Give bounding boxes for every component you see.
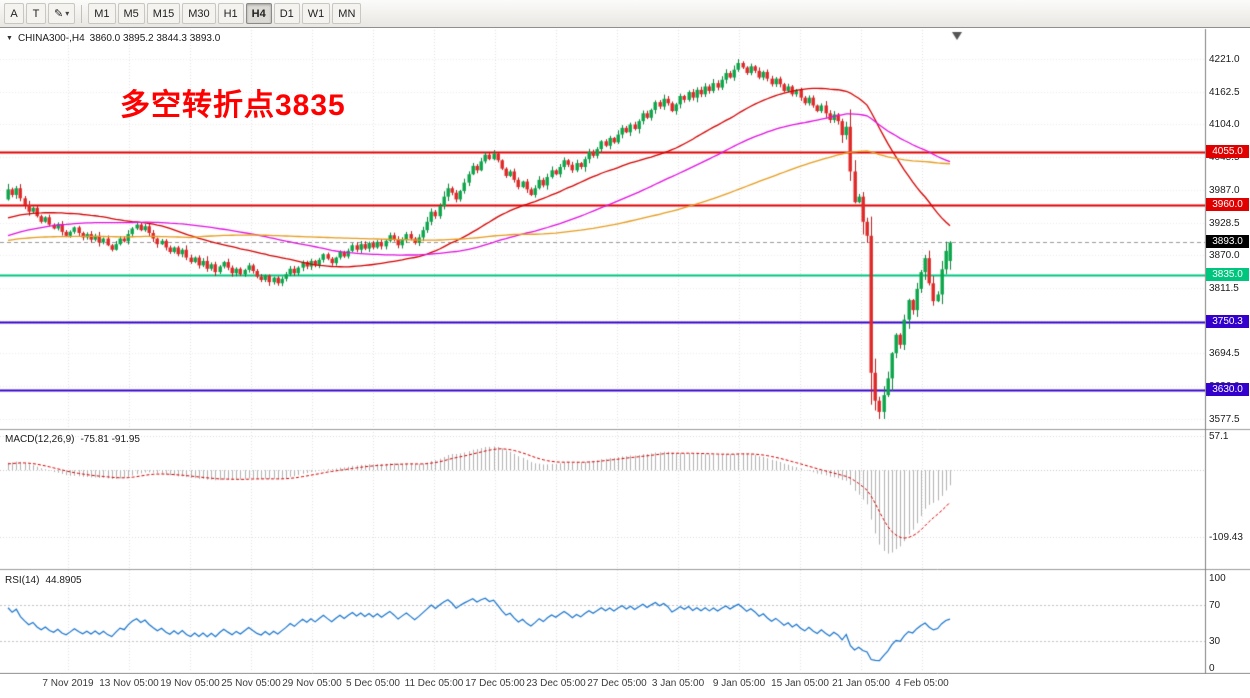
price-axis-tick: 3811.5 <box>1209 283 1239 295</box>
macd-header: MACD(12,26,9) -75.81 -91.95 <box>5 434 140 445</box>
timeframe-h1-button[interactable]: H1 <box>217 3 244 24</box>
time-axis-label: 19 Nov 05:00 <box>160 678 220 689</box>
time-axis-label: 25 Nov 05:00 <box>221 678 281 689</box>
price-axis-tick: 4221.0 <box>1209 54 1240 66</box>
text-tool-button[interactable]: T <box>26 3 46 24</box>
timeframe-m30-button[interactable]: M30 <box>182 3 216 24</box>
symbol-title: CHINA300-,H4 <box>17 33 85 44</box>
time-axis-label: 5 Dec 05:00 <box>346 678 400 689</box>
rsi-label: RSI(14) <box>5 575 40 586</box>
chevron-down-icon: ▾ <box>65 9 70 18</box>
toolbar-separator <box>81 4 83 23</box>
time-axis-label: 3 Jan 05:00 <box>651 678 705 689</box>
timeframe-w1-button[interactable]: W1 <box>301 3 331 24</box>
time-axis-label: 17 Dec 05:00 <box>465 678 525 689</box>
time-axis[interactable] <box>0 674 1250 698</box>
price-level-tag: 3630.0 <box>1206 382 1249 396</box>
time-axis-label: 11 Dec 05:00 <box>404 678 464 689</box>
time-axis-label: 29 Nov 05:00 <box>282 678 342 689</box>
rsi-header: RSI(14) 44.8905 <box>5 575 82 586</box>
time-axis-label: 23 Dec 05:00 <box>526 678 586 689</box>
macd-label: MACD(12,26,9) <box>5 434 75 445</box>
current-price-tag: 3893.0 <box>1206 235 1249 249</box>
price-axis-tick: 4104.0 <box>1209 119 1240 131</box>
price-level-tag: 3750.3 <box>1206 315 1249 329</box>
timeframe-m15-button[interactable]: M15 <box>146 3 181 24</box>
time-axis-label: 15 Jan 05:00 <box>771 678 829 689</box>
ohlc-values: 3860.0 3895.2 3844.3 3893.0 <box>89 33 221 44</box>
toolbar: A T ✎ ▾ M1 M5 M15 M30 H1 H4 D1 W1 MN <box>0 0 1250 28</box>
time-axis-label: 4 Feb 05:00 <box>895 678 949 689</box>
macd-axis-tick: -109.43 <box>1209 532 1243 544</box>
macd-values: -75.81 -91.95 <box>80 434 140 445</box>
time-axis-label: 13 Nov 05:00 <box>99 678 159 689</box>
font-tool-button[interactable]: A <box>4 3 24 24</box>
macd-axis-tick: 57.1 <box>1209 431 1229 442</box>
collapse-triangle-icon[interactable]: ▼ <box>6 35 13 42</box>
price-axis-tick: 3928.5 <box>1209 217 1240 229</box>
time-axis-label: 9 Jan 05:00 <box>712 678 766 689</box>
chart-annotation-text[interactable]: 多空转折点3835 <box>120 89 346 122</box>
price-level-tag: 3835.0 <box>1206 267 1249 281</box>
draw-tool-dropdown[interactable]: ✎ ▾ <box>48 3 76 24</box>
chart-plot-area[interactable] <box>0 30 1205 673</box>
pencil-icon: ✎ <box>54 8 64 20</box>
rsi-axis-tick: 70 <box>1209 600 1221 611</box>
price-level-tag: 3960.0 <box>1206 198 1249 211</box>
timeframe-m1-button[interactable]: M1 <box>88 3 116 24</box>
price-axis-tick: 3577.5 <box>1209 413 1240 425</box>
price-axis-tick: 4162.5 <box>1209 86 1240 98</box>
price-axis-tick: 3870.0 <box>1209 250 1240 262</box>
rsi-axis-tick: 100 <box>1209 573 1226 584</box>
timeframe-m5-button[interactable]: M5 <box>117 3 145 24</box>
price-level-tag: 4055.0 <box>1206 144 1249 158</box>
rsi-axis-tick: 30 <box>1209 636 1221 647</box>
timeframe-d1-button[interactable]: D1 <box>273 3 300 24</box>
rsi-axis-tick: 0 <box>1209 663 1215 674</box>
timeframe-mn-button[interactable]: MN <box>332 3 362 24</box>
symbol-header: ▼ CHINA300-,H4 3860.0 3895.2 3844.3 3893… <box>6 33 220 44</box>
rsi-value: 44.8905 <box>45 575 82 586</box>
time-axis-label: 21 Jan 05:00 <box>832 678 890 689</box>
price-axis-tick: 3694.5 <box>1209 348 1240 360</box>
time-axis-label: 7 Nov 2019 <box>42 678 94 689</box>
timeframe-h4-button[interactable]: H4 <box>245 3 272 24</box>
price-axis-tick: 3987.0 <box>1209 184 1240 196</box>
time-axis-label: 27 Dec 05:00 <box>587 678 647 689</box>
